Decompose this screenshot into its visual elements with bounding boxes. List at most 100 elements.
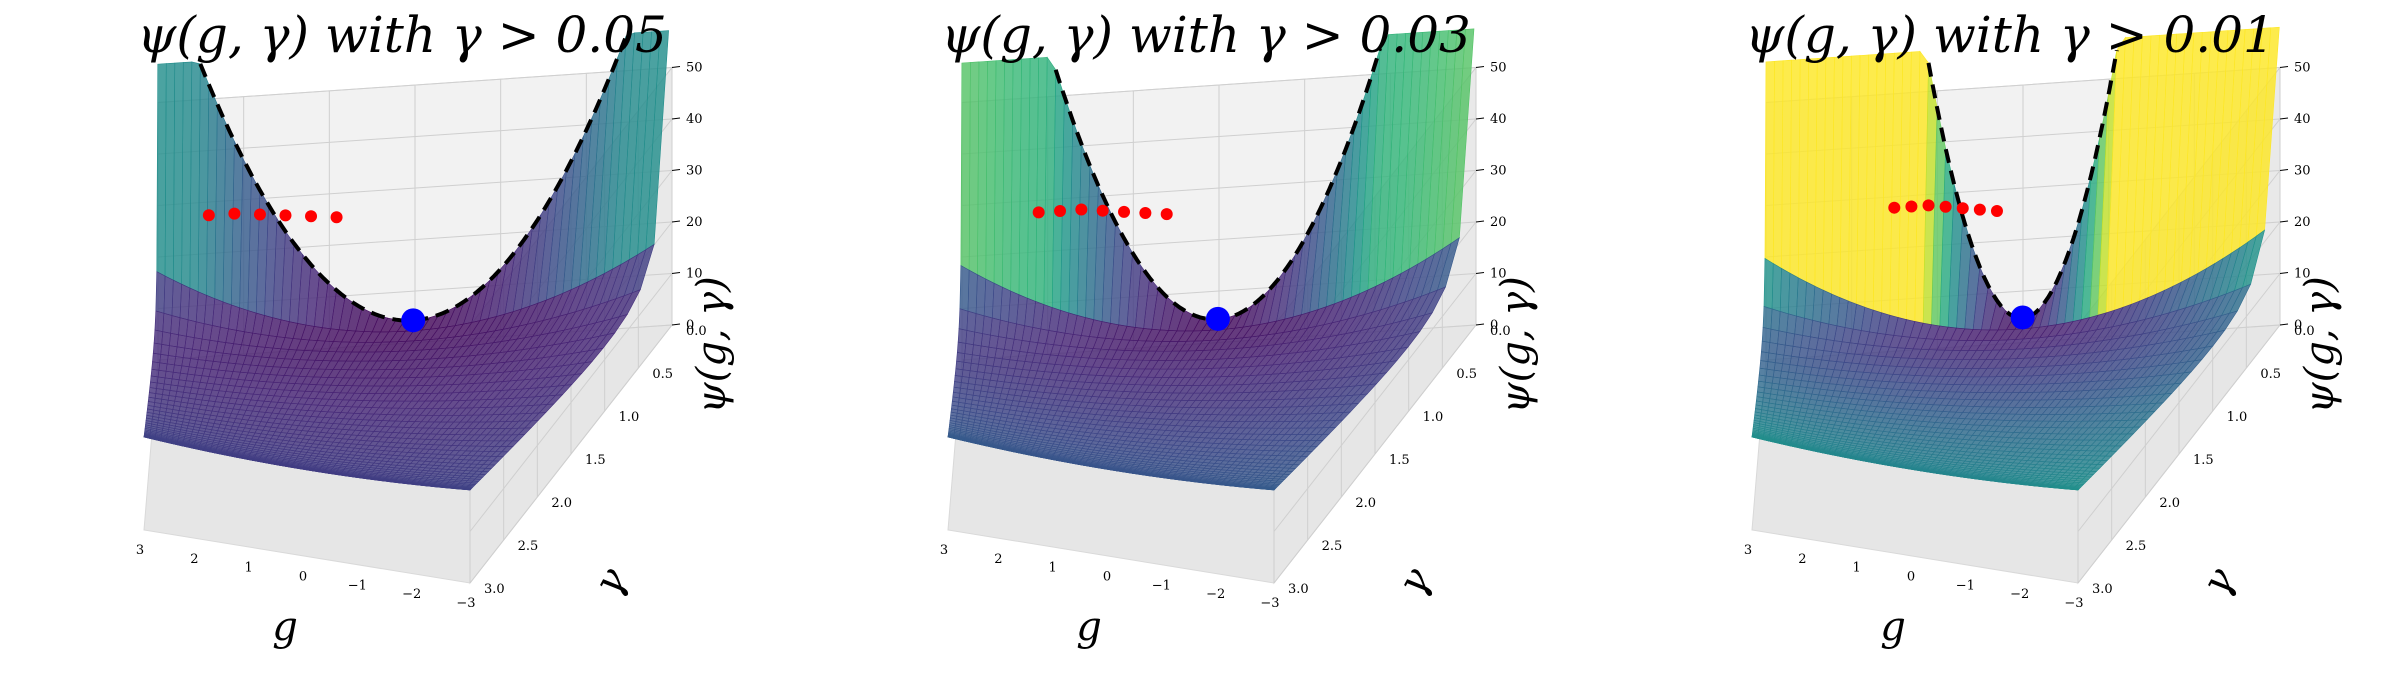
- red-point: [330, 211, 343, 224]
- red-point: [228, 207, 241, 220]
- boundary-curve: [1926, 49, 2119, 321]
- gamma-tick-label: 0.0: [1490, 324, 1511, 339]
- gamma-axis-label: γ: [1389, 560, 1441, 603]
- z-tick-label: 30: [2294, 164, 2311, 179]
- red-point: [1054, 204, 1067, 217]
- z-tick-label: 20: [686, 215, 703, 230]
- g-tick-label: −3: [456, 596, 475, 611]
- psi-axis-label: ψ(g, γ): [689, 276, 735, 414]
- gamma-axis-label: γ: [2193, 560, 2245, 603]
- gamma-tick-label: 1.0: [1423, 410, 1444, 425]
- g-tick-label: −3: [1260, 596, 1279, 611]
- chart-panel-1: 010203040503210−1−2−30.00.51.01.52.02.53…: [136, 6, 735, 650]
- gamma-axis-label: γ: [585, 560, 637, 603]
- minimum-point: [2010, 305, 2035, 330]
- g-tick-label: −2: [1206, 587, 1225, 602]
- surface: [143, 30, 669, 491]
- red-point: [1888, 201, 1901, 214]
- g-tick-label: 3: [940, 543, 948, 558]
- chart-panel-3: 010203040503210−1−2−30.00.51.01.52.02.53…: [1744, 6, 2343, 650]
- g-tick-label: −2: [402, 587, 421, 602]
- g-tick-label: −3: [2064, 596, 2083, 611]
- minimum-point: [1205, 306, 1230, 331]
- surface: [947, 28, 1475, 491]
- z-tick-label: 10: [686, 267, 703, 282]
- g-tick-label: −1: [1956, 578, 1975, 593]
- gamma-tick-label: 2.5: [2126, 539, 2147, 554]
- g-tick-label: 0: [299, 570, 307, 585]
- psi-axis-label: ψ(g, γ): [2297, 276, 2343, 414]
- g-tick-label: 2: [190, 552, 198, 567]
- chart-title: ψ(g, γ) with γ > 0.01: [1745, 6, 2275, 64]
- gamma-tick-label: 2.0: [1355, 496, 1376, 511]
- gamma-tick-label: 0.5: [1456, 367, 1477, 382]
- gamma-tick-label: 2.5: [518, 539, 539, 554]
- g-tick-label: 1: [1049, 561, 1057, 576]
- z-tick-label: 40: [2294, 112, 2311, 127]
- g-tick-label: 1: [245, 561, 253, 576]
- gamma-tick-label: 3.0: [2092, 582, 2113, 597]
- red-point: [279, 209, 292, 222]
- g-axis-label: g: [272, 604, 298, 650]
- gamma-tick-label: 3.0: [1288, 582, 1309, 597]
- g-tick-label: −2: [2010, 587, 2029, 602]
- z-tick-label: 10: [2294, 267, 2311, 282]
- gamma-tick-label: 3.0: [484, 582, 505, 597]
- gamma-tick-label: 1.0: [2227, 410, 2248, 425]
- red-point: [1990, 205, 2003, 218]
- red-point: [202, 209, 215, 222]
- gamma-tick-label: 0.0: [686, 324, 707, 339]
- red-point: [1118, 205, 1131, 218]
- g-tick-label: 1: [1853, 561, 1861, 576]
- red-point: [1956, 202, 1969, 215]
- gamma-tick-label: 1.5: [1389, 453, 1410, 468]
- g-axis-label: g: [1880, 604, 1906, 650]
- g-axis-label: g: [1076, 604, 1102, 650]
- red-point: [1075, 203, 1088, 216]
- z-tick-label: 10: [1490, 267, 1507, 282]
- z-tick-label: 40: [686, 112, 703, 127]
- g-tick-label: 3: [136, 543, 144, 558]
- red-point: [1096, 204, 1109, 217]
- z-tick-label: 20: [1490, 215, 1507, 230]
- z-tick-label: 30: [1490, 164, 1507, 179]
- gamma-tick-label: 2.5: [1322, 539, 1343, 554]
- z-tick-label: 50: [1490, 61, 1507, 76]
- g-tick-label: −1: [1152, 578, 1171, 593]
- z-tick-label: 0: [1490, 318, 1498, 333]
- boundary-curve: [198, 35, 628, 323]
- red-point: [1922, 199, 1935, 212]
- g-tick-label: 0: [1907, 570, 1915, 585]
- red-point: [1905, 200, 1918, 213]
- gamma-tick-label: 2.0: [2159, 496, 2180, 511]
- gamma-tick-label: 1.0: [619, 410, 640, 425]
- red-point: [1160, 208, 1173, 221]
- z-tick-label: 0: [686, 318, 694, 333]
- gamma-tick-label: 0.5: [652, 367, 673, 382]
- red-point: [1939, 200, 1952, 213]
- g-tick-label: −1: [348, 578, 367, 593]
- g-tick-label: 2: [1798, 552, 1806, 567]
- gamma-tick-label: 1.5: [2193, 453, 2214, 468]
- gamma-tick-label: 1.5: [585, 453, 606, 468]
- gamma-tick-label: 2.0: [551, 496, 572, 511]
- chart-title: ψ(g, γ) with γ > 0.05: [137, 6, 667, 64]
- gamma-tick-label: 0.5: [2260, 367, 2281, 382]
- minimum-point: [401, 308, 426, 333]
- red-point: [1139, 206, 1152, 219]
- red-point: [253, 208, 266, 221]
- psi-axis-label: ψ(g, γ): [1493, 276, 1539, 414]
- g-tick-label: 0: [1103, 570, 1111, 585]
- z-tick-label: 20: [2294, 215, 2311, 230]
- chart-title: ψ(g, γ) with γ > 0.03: [941, 6, 1471, 64]
- z-tick-label: 0: [2294, 318, 2302, 333]
- z-tick-label: 50: [686, 61, 703, 76]
- g-tick-label: 3: [1744, 543, 1752, 558]
- surface: [1751, 26, 2280, 491]
- red-point: [1973, 203, 1986, 216]
- red-point: [1032, 206, 1045, 219]
- chart-panel-2: 010203040503210−1−2−30.00.51.01.52.02.53…: [940, 6, 1539, 650]
- z-tick-label: 50: [2294, 61, 2311, 76]
- z-tick-label: 40: [1490, 112, 1507, 127]
